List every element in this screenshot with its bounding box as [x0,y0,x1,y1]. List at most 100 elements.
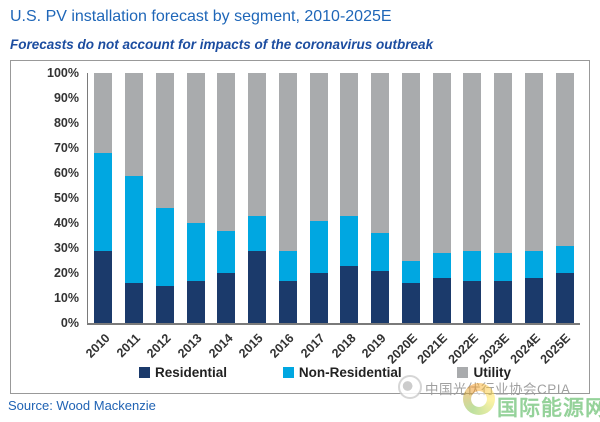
legend-label: Non-Residential [298,365,402,380]
y-tick-label: 100% [47,66,79,80]
bar-slot-2024E [519,73,550,323]
bar-segment-non-residential-2017 [309,220,328,273]
bar-segment-utility-2013 [186,73,205,223]
bar-segment-utility-2020E [401,73,420,261]
bar-slot-2012 [150,73,181,323]
bar-segment-residential-2020E [401,283,420,323]
bar-segment-non-residential-2012 [155,208,174,286]
stacked-bar-2015 [248,73,267,323]
legend-item-non-residential: Non-Residential [282,365,402,380]
y-tick-label: 10% [53,291,79,305]
legend-item-residential: Residential [139,365,227,380]
bar-segment-non-residential-2010 [94,153,113,251]
bar-segment-utility-2010 [94,73,113,153]
source-note: Source: Wood Mackenzie [8,398,156,413]
bar-segment-utility-2022E [463,73,482,251]
bar-segment-residential-2014 [217,273,236,323]
y-tick-label: 80% [53,116,79,130]
bar-segment-utility-2018 [340,73,359,216]
chart-subtitle: Forecasts do not account for impacts of … [10,37,434,52]
bar-segment-non-residential-2014 [217,230,236,273]
legend-swatch-icon [139,367,150,378]
bar-segment-utility-2012 [155,73,174,208]
bar-segment-utility-2011 [125,73,144,176]
bar-segment-non-residential-2016 [278,250,297,281]
bar-segment-non-residential-2011 [125,175,144,283]
bar-segment-residential-2022E [463,280,482,323]
bar-segment-residential-2023E [494,280,513,323]
bar-slot-2016 [273,73,304,323]
bar-segment-utility-2016 [278,73,297,251]
y-tick-label: 20% [53,266,79,280]
stacked-bar-2013 [186,73,205,323]
y-tick-label: 50% [53,191,79,205]
bar-segment-utility-2023E [494,73,513,253]
bar-segment-non-residential-2019 [371,233,390,271]
y-tick-label: 30% [53,241,79,255]
bar-slot-2014 [211,73,242,323]
y-tick-label: 0% [60,316,79,330]
bar-segment-residential-2010 [94,250,113,323]
chart-title: U.S. PV installation forecast by segment… [10,8,392,25]
stacked-bar-2022E [463,73,482,323]
bar-slot-2022E [457,73,488,323]
bar-slot-2010 [88,73,119,323]
bar-segment-utility-2015 [248,73,267,216]
bar-segment-residential-2011 [125,283,144,323]
bar-segment-residential-2018 [340,265,359,323]
y-tick-label: 60% [53,166,79,180]
stacked-bar-2019 [371,73,390,323]
stacked-bar-2024E [524,73,543,323]
stacked-bar-2021E [432,73,451,323]
stacked-bar-2018 [340,73,359,323]
bar-slot-2025E [549,73,580,323]
legend-label: Utility [473,365,511,380]
bar-segment-utility-2017 [309,73,328,221]
bar-segment-non-residential-2013 [186,223,205,281]
bar-slot-2017 [303,73,334,323]
bar-segment-non-residential-2020E [401,260,420,283]
y-tick-label: 70% [53,141,79,155]
x-tick-label: 2018 [328,331,359,361]
bar-segment-utility-2014 [217,73,236,231]
stacked-bar-2023E [494,73,513,323]
stacked-bar-2017 [309,73,328,323]
x-tick-label: 2013 [174,331,205,361]
stacked-bar-2025E [555,73,574,323]
bar-slot-2011 [119,73,150,323]
legend-swatch-icon [282,367,294,378]
chart-area: 100% 90% 80% 70% 60% 50% 40% 30% 20% 10% 0% 2010 20… [10,60,590,394]
stacked-bar-2016 [278,73,297,323]
bar-slot-2015 [242,73,273,323]
bar-segment-residential-2025E [555,273,574,323]
bar-segment-residential-2019 [371,270,390,323]
stacked-bar-2020E [401,73,420,323]
legend-label: Residential [155,365,228,380]
plot-area [87,73,580,325]
stacked-bar-2010 [94,73,113,323]
x-tick-label: 2017 [297,331,328,361]
bar-slot-2020E [396,73,427,323]
bar-segment-residential-2017 [309,273,328,323]
bar-segment-non-residential-2018 [340,215,359,266]
bar-segment-residential-2021E [432,278,451,323]
bar-segment-residential-2013 [186,280,205,323]
cpia-watermark-text: 中国光伏行业协会CPIA [425,382,571,397]
bar-segment-residential-2016 [278,280,297,323]
bar-segment-non-residential-2025E [555,245,574,273]
bar-slot-2021E [426,73,457,323]
bar-slot-2013 [180,73,211,323]
bar-segment-residential-2012 [155,285,174,323]
x-tick-label: 2014 [205,331,236,361]
bar-segment-residential-2015 [248,250,267,323]
x-tick-label: 2011 [113,331,144,361]
stacked-bar-2011 [125,73,144,323]
y-tick-label: 40% [53,216,79,230]
bar-segment-non-residential-2024E [524,250,543,278]
x-tick-label: 2016 [267,331,297,361]
x-tick-label: 2015 [236,331,267,361]
x-tick-label: 2012 [144,331,174,361]
cpia-logo-icon [398,375,422,399]
chart-legend: Residential Non-Residential Utility [11,365,591,380]
y-tick-label: 90% [53,91,79,105]
